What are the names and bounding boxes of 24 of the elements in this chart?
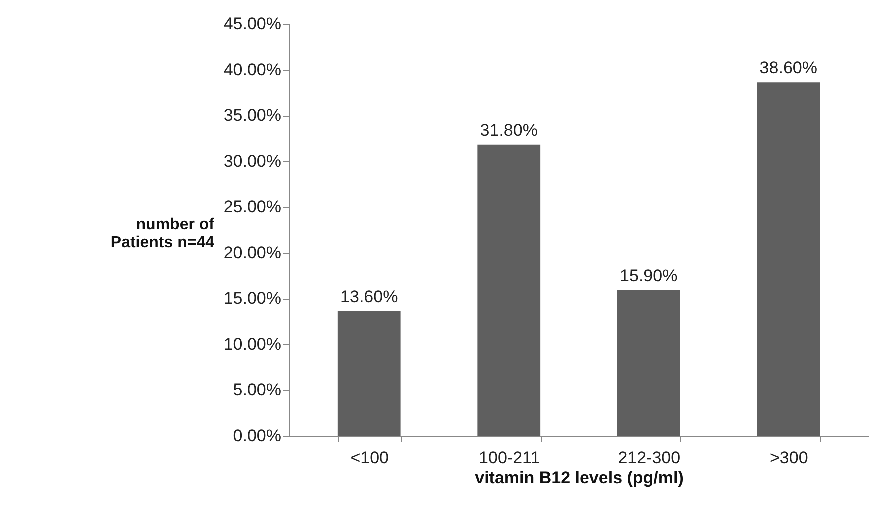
bar	[617, 290, 680, 436]
x-tick-label: >300	[770, 448, 808, 468]
y-tick-label: 25.00%	[224, 198, 282, 217]
y-axis-title: number of Patients n=44	[110, 216, 216, 252]
x-tick-label: 212-300	[618, 448, 681, 468]
y-tick-label: 20.00%	[224, 243, 282, 262]
x-tick-label: <100	[350, 448, 390, 468]
bar	[338, 311, 401, 436]
bar	[478, 144, 541, 436]
data-label: 13.60%	[340, 287, 398, 306]
data-label: 15.90%	[620, 266, 678, 286]
bar	[757, 82, 820, 436]
y-tick-label: 30.00%	[224, 152, 282, 171]
y-tick-label: 10.00%	[224, 334, 282, 354]
data-label: 31.80%	[480, 120, 538, 140]
y-tick-label: 0.00%	[233, 426, 282, 446]
x-axis-title: vitamin B12 levels (pg/ml)	[475, 468, 684, 488]
data-label: 38.60%	[760, 58, 818, 78]
y-tick-label: 35.00%	[224, 106, 282, 126]
y-tick-label: 5.00%	[233, 380, 282, 400]
y-tick-label: 45.00%	[224, 14, 282, 34]
y-tick-label: 40.00%	[224, 60, 282, 80]
x-tick-label: 100-211	[479, 448, 540, 468]
y-tick-label: 15.00%	[224, 289, 282, 308]
